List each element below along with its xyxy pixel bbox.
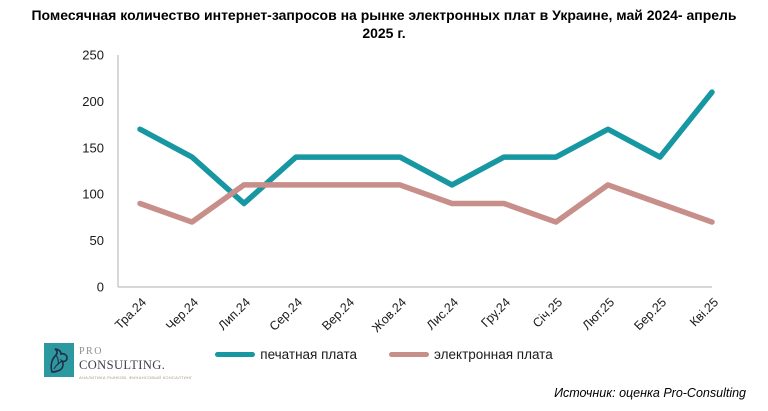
y-axis-tick-label: 50 <box>90 233 104 248</box>
x-axis-tick-label: Лют.25 <box>580 295 618 333</box>
pro-consulting-logo: PRO CONSULTING. АНАЛИТИКА РЫНКОВ. ФИНАНС… <box>44 343 193 380</box>
legend: печатная плата электронная плата <box>0 347 768 362</box>
legend-item-pechatnaya: печатная плата <box>215 347 357 362</box>
x-axis-tick-label: Бер.25 <box>631 295 669 333</box>
legend-label: печатная плата <box>260 347 358 362</box>
x-axis-tick-label: Чер.24 <box>163 295 201 333</box>
legend-item-elektronnaya: электронная плата <box>389 347 553 362</box>
x-axis-tick-label: Жов.24 <box>369 295 409 335</box>
x-axis-tick-label: Гру.24 <box>478 295 513 330</box>
logo-name-top: PRO <box>79 346 103 357</box>
logo-horse-sketch-icon <box>50 348 68 373</box>
legend-label: электронная плата <box>434 347 553 362</box>
series-line-0 <box>137 89 715 207</box>
y-axis-tick-label: 250 <box>82 48 104 63</box>
x-axis-tick-label: Січ.25 <box>530 295 565 330</box>
logo-name-main: CONSULTING. <box>79 358 166 372</box>
logo-tagline: АНАЛИТИКА РЫНКОВ. ФИНАНСОВЫЙ КОНСАЛТИНГ <box>79 375 193 380</box>
x-axis-tick-label: Кві.25 <box>687 295 721 329</box>
x-axis-tick-label: Лип.24 <box>215 295 253 333</box>
legend-swatch-pink-icon <box>389 352 430 357</box>
x-axis-tick-label: Тра.24 <box>112 295 149 332</box>
pro-consulting-logo-icon <box>44 343 74 377</box>
source-note: Источник: оценка Pro-Consulting <box>554 386 746 400</box>
logo-text-block: PRO CONSULTING. АНАЛИТИКА РЫНКОВ. ФИНАНС… <box>79 343 193 380</box>
legend-swatch-teal-icon <box>215 352 256 357</box>
y-axis-tick-label: 200 <box>82 94 104 109</box>
x-axis-tick-label: Лис.24 <box>424 295 461 332</box>
x-axis-tick-label: Сер.24 <box>267 295 305 333</box>
series-line-1 <box>137 182 715 225</box>
y-axis-tick-label: 100 <box>82 187 104 202</box>
line-chart-plot: 0 50 100 150 200 250 Тра.24 Чер.24 Лип.24 Сер.24 В… <box>82 48 721 336</box>
y-axis-tick-label: 0 <box>97 280 104 295</box>
x-axis-tick-label: Вер.24 <box>319 295 357 333</box>
chart-title: Помесячная количество интернет-запросов … <box>31 7 737 42</box>
y-axis-tick-label: 150 <box>82 140 104 155</box>
